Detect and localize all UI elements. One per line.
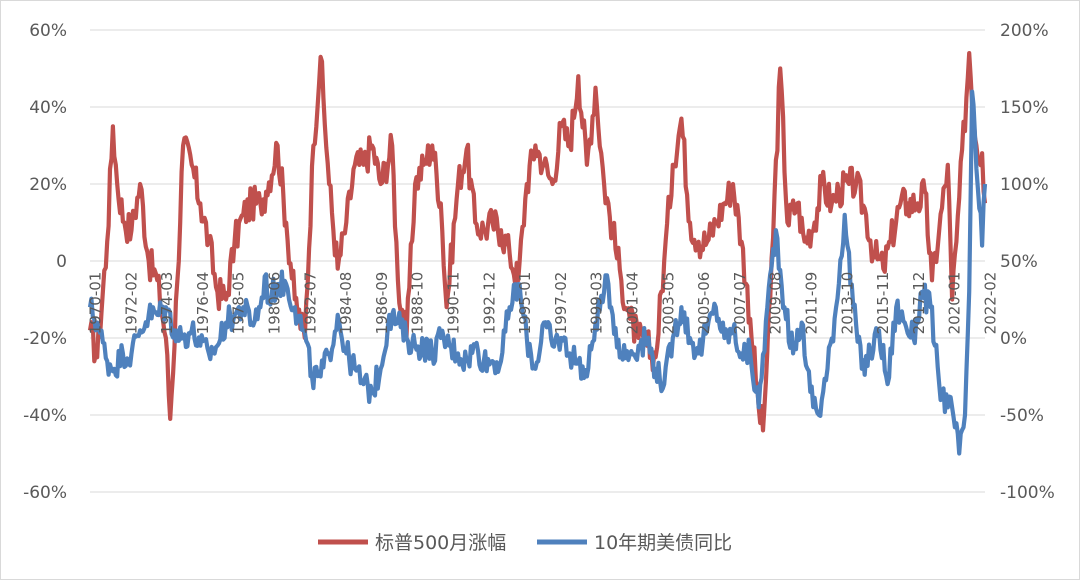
x-tick-label: 2015-11 — [874, 272, 892, 335]
x-tick-label: 2017-12 — [910, 272, 928, 335]
right-tick-label: 150% — [1000, 98, 1049, 118]
x-tick-label: 1986-09 — [373, 272, 391, 335]
x-tick-label: 1978-05 — [230, 272, 248, 335]
x-tick-label: 2011-09 — [803, 272, 821, 335]
x-tick-label: 1999-03 — [588, 272, 606, 335]
left-tick-label: 40% — [29, 98, 67, 118]
x-tick-label: 2022-02 — [982, 272, 1000, 335]
x-tick-label: 1992-12 — [480, 272, 498, 335]
x-tick-label: 1995-01 — [516, 272, 534, 335]
x-tick-label: 1980-06 — [266, 272, 284, 335]
x-tick-label: 2007-07 — [731, 272, 749, 335]
right-tick-label: -50% — [1000, 406, 1044, 426]
x-tick-label: 1984-08 — [337, 272, 355, 335]
left-tick-label: -60% — [23, 483, 67, 503]
x-tick-label: 2003-05 — [659, 272, 677, 335]
series-line-ust10y — [87, 89, 988, 456]
right-tick-label: 200% — [1000, 21, 1049, 41]
x-tick-label: 1972-02 — [122, 272, 140, 335]
series-layer — [87, 50, 988, 456]
x-tick-label: 1997-02 — [552, 272, 570, 335]
x-tick-label: 2013-10 — [838, 272, 856, 335]
left-tick-label: -40% — [23, 406, 67, 426]
right-tick-label: 50% — [1000, 252, 1038, 272]
x-tick-label: 1982-07 — [301, 272, 319, 335]
left-tick-label: -20% — [23, 329, 67, 349]
x-tick-label: 1990-11 — [445, 272, 463, 335]
x-tick-label: 2001-04 — [624, 272, 642, 335]
left-y-axis: -60% -40% -20% 0 20% 40% 60% — [23, 21, 67, 503]
right-y-axis: -100% -50% 0% 50% 100% 150% 200% — [1000, 21, 1055, 503]
x-tick-label: 1988-10 — [409, 272, 427, 335]
series-line-sp500 — [87, 50, 988, 433]
left-tick-label: 0 — [56, 252, 67, 272]
x-tick-label: 2005-06 — [695, 272, 713, 335]
x-tick-label: 1976-04 — [194, 272, 212, 335]
legend-label-sp500: 标普500月涨幅 — [375, 532, 506, 554]
right-tick-label: 100% — [1000, 175, 1049, 195]
right-tick-label: -100% — [1000, 483, 1055, 503]
left-tick-label: 20% — [29, 175, 67, 195]
x-axis-ticks: 1970-01 1972-02 1974-03 1976-04 1978-05 1980-… — [87, 272, 1000, 335]
gridlines — [90, 29, 985, 493]
left-tick-label: 60% — [29, 21, 67, 41]
x-tick-label: 2020-01 — [946, 272, 964, 335]
x-tick-label: 2009-08 — [767, 272, 785, 335]
right-tick-label: 0% — [1000, 329, 1027, 349]
x-tick-label: 1974-03 — [158, 272, 176, 335]
legend: 标普500月涨幅 10年期美债同比 — [318, 532, 732, 554]
legend-label-ust10y: 10年期美债同比 — [594, 532, 732, 554]
x-tick-label: 1970-01 — [87, 272, 105, 335]
